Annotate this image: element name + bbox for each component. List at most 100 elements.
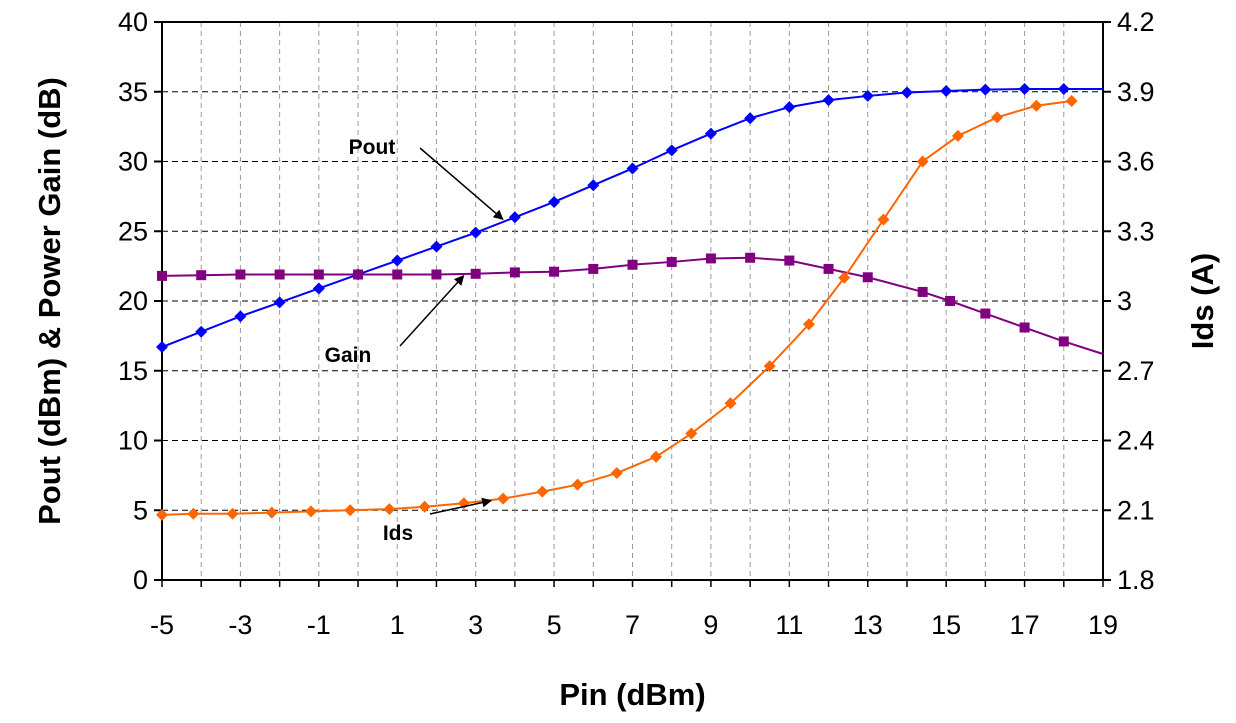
data-point [1058, 336, 1069, 347]
data-point [822, 94, 835, 107]
annotation-ids: Ids [383, 497, 493, 545]
data-point [724, 397, 737, 410]
data-point [353, 269, 364, 280]
x-tick-label: 1 [390, 610, 405, 640]
series-line-ids [161, 100, 1072, 516]
data-point [274, 269, 285, 280]
x-tick-label: 17 [1010, 610, 1040, 640]
data-series [156, 82, 1104, 521]
data-point [802, 318, 815, 331]
data-point [940, 85, 953, 98]
series-annotations: Pout Gain Ids [325, 136, 504, 545]
data-point [469, 226, 482, 239]
x-axis-title: Pin (dBm) [559, 677, 705, 712]
data-point [418, 500, 431, 513]
annotation-gain: Gain [325, 275, 465, 367]
y2-tick-label: 3.3 [1117, 216, 1155, 246]
data-point [877, 213, 890, 226]
data-point [704, 127, 717, 140]
x-tick-label: 5 [547, 610, 562, 640]
y-tick-label: 30 [118, 147, 148, 177]
data-point [745, 252, 756, 263]
data-point [508, 211, 521, 224]
data-point [587, 179, 600, 192]
data-point [234, 310, 247, 323]
y2-tick-label: 3 [1117, 286, 1132, 316]
data-point [1065, 95, 1078, 108]
axes: 05101520253035401.82.12.42.733.33.63.94.… [118, 7, 1155, 640]
data-point [783, 101, 796, 114]
x-tick-label: 3 [468, 610, 483, 640]
x-tick-label: 15 [931, 610, 961, 640]
data-point [549, 266, 560, 277]
x-tick-label: -1 [307, 610, 331, 640]
data-point [951, 129, 964, 142]
data-point [548, 195, 561, 208]
data-point [685, 427, 698, 440]
data-point [273, 296, 286, 309]
data-point [344, 504, 357, 517]
y2-tick-label: 3.6 [1117, 147, 1155, 177]
annotation-label: Pout [349, 136, 396, 159]
y-axis-title: Pout (dBm) & Power Gain (dB) [32, 77, 67, 525]
series-ids [156, 95, 1078, 521]
data-point [392, 269, 403, 280]
data-point [917, 286, 928, 297]
data-point [861, 89, 874, 102]
x-tick-label: -5 [150, 610, 174, 640]
data-point [571, 478, 584, 491]
data-point [626, 162, 639, 175]
y2-tick-label: 2.7 [1117, 356, 1155, 386]
data-point [1019, 322, 1030, 333]
data-point [430, 240, 443, 253]
annotation-arrow [399, 275, 465, 347]
data-point [627, 259, 638, 270]
data-point [945, 296, 956, 306]
data-point [156, 341, 168, 354]
y-tick-label: 5 [133, 495, 148, 525]
y-tick-label: 10 [118, 426, 148, 456]
data-point [187, 507, 200, 520]
data-point [862, 272, 873, 283]
series-pout [156, 82, 1103, 354]
data-point [588, 263, 599, 274]
data-point [536, 485, 549, 498]
data-point [470, 268, 481, 279]
y2-tick-label: 2.1 [1117, 495, 1155, 525]
data-point [313, 269, 324, 280]
annotation-pout: Pout [349, 136, 504, 220]
data-point [991, 111, 1004, 124]
x-tick-label: 7 [625, 610, 640, 640]
data-point [666, 256, 677, 267]
x-tick-label: 19 [1088, 610, 1118, 640]
data-point [763, 360, 776, 373]
data-point [838, 271, 851, 284]
annotation-arrow [429, 497, 493, 515]
data-point [705, 253, 716, 264]
annotation-label: Gain [325, 344, 372, 367]
data-point [1057, 82, 1070, 95]
y-tick-label: 15 [118, 356, 148, 386]
y2-axis-title: Ids (A) [1185, 253, 1220, 349]
data-point [916, 155, 929, 168]
data-point [235, 269, 246, 280]
data-point [509, 267, 520, 278]
x-tick-label: 11 [775, 610, 803, 640]
annotation-label: Ids [383, 522, 413, 545]
y2-tick-label: 2.4 [1117, 426, 1155, 456]
data-point [979, 83, 992, 96]
grid-lines [162, 22, 1103, 580]
data-point [304, 505, 317, 518]
data-point [823, 263, 834, 274]
data-point [497, 492, 510, 505]
data-point [195, 325, 208, 338]
data-point [665, 144, 678, 157]
y2-tick-label: 3.9 [1117, 77, 1155, 107]
data-point [650, 450, 663, 463]
data-point [980, 308, 991, 319]
data-point [312, 282, 325, 295]
y-tick-label: 0 [133, 565, 148, 595]
data-point [744, 112, 757, 125]
